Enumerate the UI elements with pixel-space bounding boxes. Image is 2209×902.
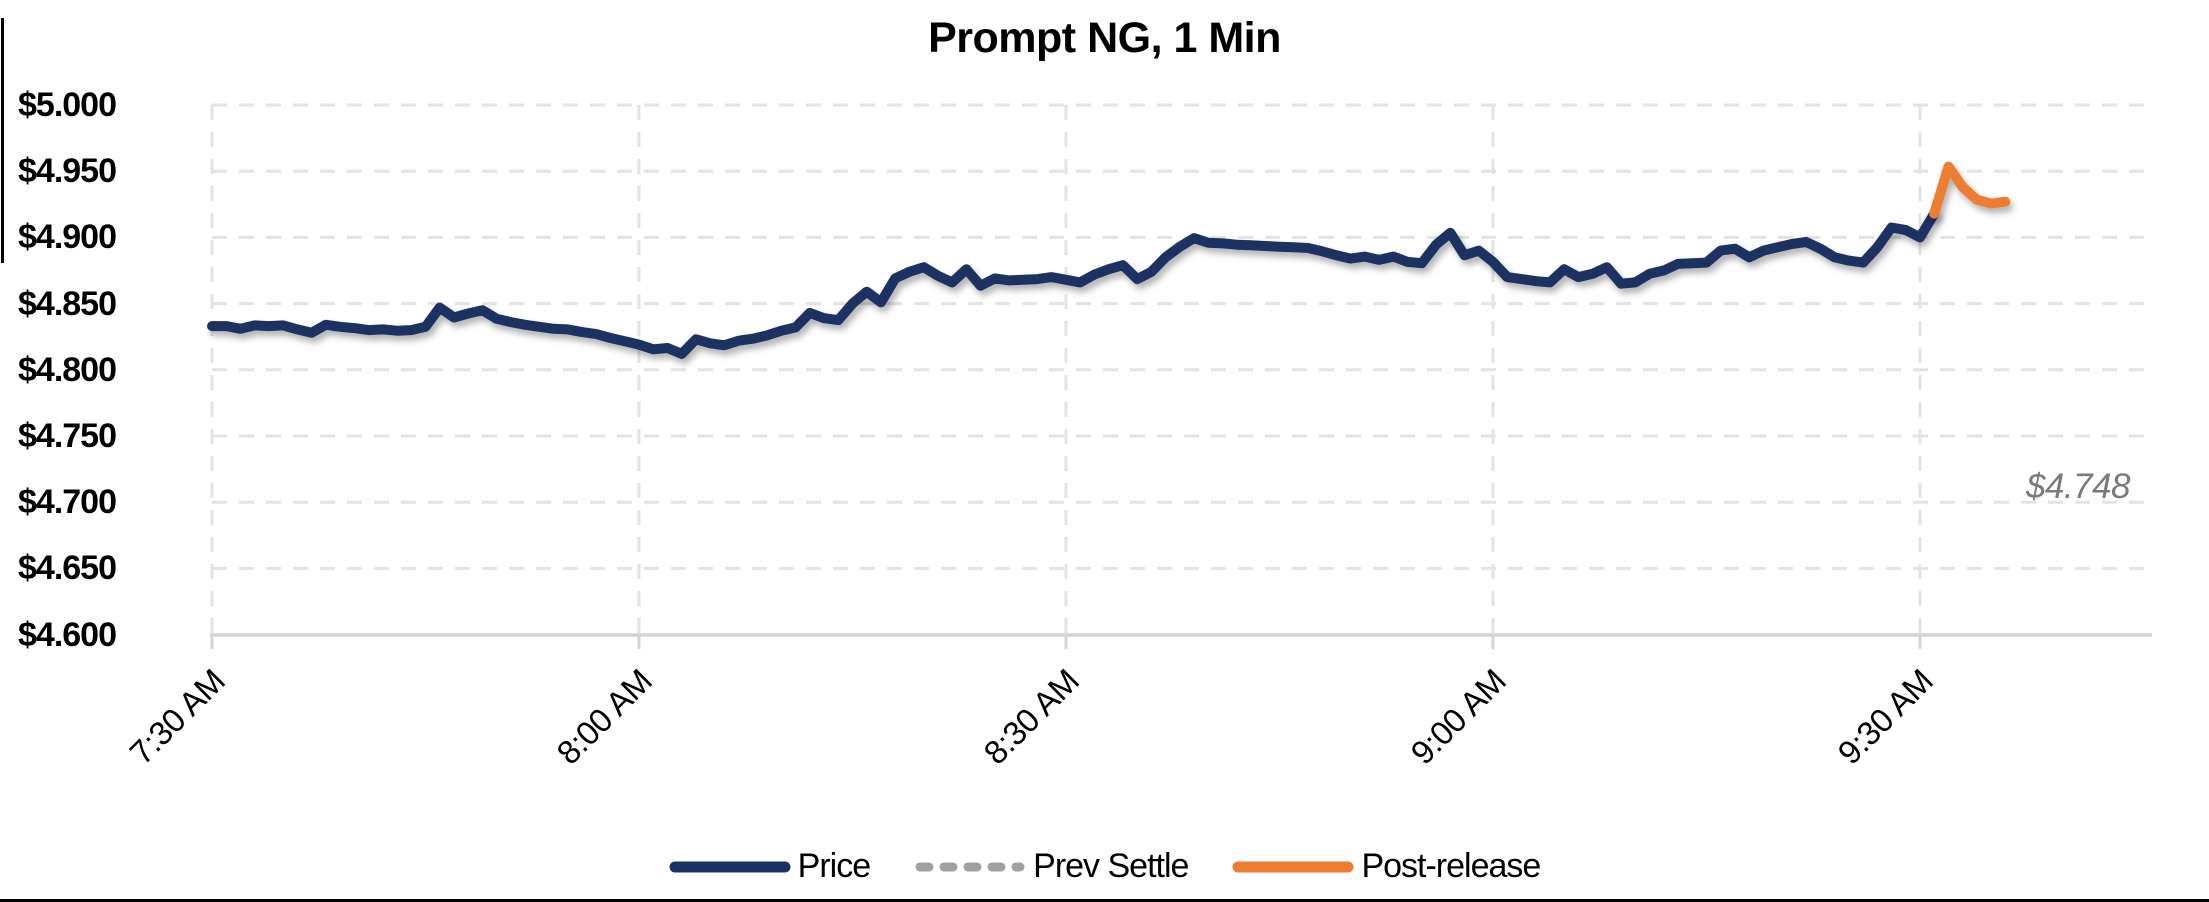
legend: Price Prev Settle Post-release	[0, 847, 2209, 886]
bottom-border-line	[0, 899, 2209, 902]
prev-settle-annotation: $4.748	[2025, 467, 2131, 506]
price-line-swatch-icon	[669, 861, 791, 872]
legend-item-price: Price	[669, 847, 871, 886]
y-axis-tick-label: $5.000	[18, 86, 117, 124]
y-axis-tick-label: $4.700	[18, 483, 117, 521]
dashed-line-swatch-icon	[915, 862, 1025, 871]
legend-item-post-release: Post-release	[1232, 847, 1541, 886]
x-axis-line	[210, 633, 2152, 649]
y-axis-tick-label: $4.850	[18, 285, 117, 323]
y-axis-tick-label: $4.800	[18, 351, 117, 389]
legend-label: Price	[797, 847, 871, 885]
y-axis-tick-label: $4.650	[18, 549, 117, 587]
post-release-line	[1929, 161, 2011, 219]
y-axis-tick-label: $4.900	[18, 218, 117, 256]
legend-label: Prev Settle	[1033, 847, 1189, 885]
legend-label: Post-release	[1361, 847, 1541, 885]
series-lines	[207, 161, 2151, 443]
chart-title: Prompt NG, 1 Min	[928, 14, 1281, 62]
left-border-line	[1, 18, 4, 263]
y-axis-tick-label: $4.950	[18, 152, 117, 190]
price-line	[207, 208, 1940, 359]
post-release-line-swatch-icon	[1232, 861, 1354, 872]
y-axis-tick-label: $4.750	[18, 417, 117, 455]
gridlines	[210, 103, 2150, 635]
y-axis-tick-label: $4.600	[18, 616, 117, 654]
legend-item-prev-settle: Prev Settle	[914, 847, 1189, 886]
